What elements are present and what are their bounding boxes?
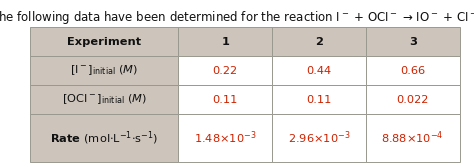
Bar xyxy=(366,114,460,162)
Bar xyxy=(178,56,272,85)
Bar xyxy=(30,114,178,162)
Text: 0.11: 0.11 xyxy=(306,95,332,105)
Text: 0.44: 0.44 xyxy=(306,65,331,75)
Bar xyxy=(30,56,178,85)
Text: 3: 3 xyxy=(409,37,417,47)
Text: 0.022: 0.022 xyxy=(397,95,429,105)
Bar xyxy=(272,27,366,56)
Bar xyxy=(178,85,272,114)
Text: $1.48{\times}10^{-3}$: $1.48{\times}10^{-3}$ xyxy=(194,130,256,146)
Text: $[\mathrm{I}^-]_{\mathrm{initial}}\ (M)$: $[\mathrm{I}^-]_{\mathrm{initial}}\ (M)$ xyxy=(70,64,138,77)
Bar xyxy=(30,27,178,56)
Text: $2.96{\times}10^{-3}$: $2.96{\times}10^{-3}$ xyxy=(288,130,350,146)
Bar xyxy=(366,56,460,85)
Text: The following data have been determined for the reaction I$^-$ + OCI$^-$ → IO$^-: The following data have been determined … xyxy=(0,9,474,26)
Text: 2: 2 xyxy=(315,37,323,47)
Text: 0.22: 0.22 xyxy=(213,65,238,75)
Text: 1: 1 xyxy=(221,37,229,47)
Text: $8.88{\times}10^{-4}$: $8.88{\times}10^{-4}$ xyxy=(382,130,444,146)
Bar xyxy=(178,114,272,162)
Text: 0.11: 0.11 xyxy=(212,95,238,105)
Text: 0.66: 0.66 xyxy=(400,65,425,75)
Bar xyxy=(366,27,460,56)
Bar xyxy=(272,85,366,114)
Bar xyxy=(272,114,366,162)
Text: Rate $(\mathrm{mol}{\cdot}\mathrm{L}^{-1}{\cdot}\mathrm{s}^{-1})$: Rate $(\mathrm{mol}{\cdot}\mathrm{L}^{-1… xyxy=(50,129,158,147)
Bar xyxy=(178,27,272,56)
Bar xyxy=(366,85,460,114)
Bar xyxy=(30,85,178,114)
Bar xyxy=(272,56,366,85)
Text: Experiment: Experiment xyxy=(67,37,141,47)
Text: $[\mathrm{OCI}^-]_{\mathrm{initial}}\ (M)$: $[\mathrm{OCI}^-]_{\mathrm{initial}}\ (M… xyxy=(62,93,146,107)
